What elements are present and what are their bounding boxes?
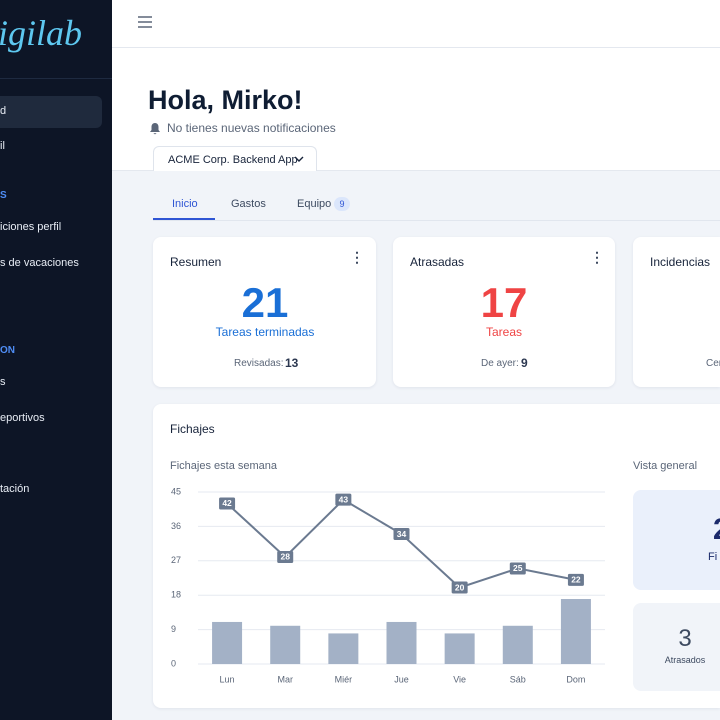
y-tick-label: 45: [171, 486, 181, 496]
card-caption: Tareas terminadas: [215, 325, 315, 339]
point-label-box: [277, 550, 294, 563]
card-value: 21: [241, 279, 289, 326]
card-title: Resumen: [170, 255, 222, 269]
overview-value: 2: [713, 513, 720, 547]
card-footer-value: 13: [285, 356, 299, 370]
bar: [270, 625, 301, 664]
card-caption: Tareas: [485, 325, 523, 339]
notifications: No tienes nuevas notificaciones: [167, 121, 336, 135]
tab-indicator: [153, 218, 215, 220]
point-label-box: [335, 493, 352, 506]
x-tick-label: Miér: [335, 674, 353, 684]
chart: 0 9 18 27 36 45 Lun Mar Miér Jue Vie Sáb Dom 42 28 43 34…: [171, 486, 605, 684]
panel-title: Fichajes: [170, 422, 215, 436]
bar: [560, 599, 591, 664]
point-label: 20: [455, 582, 465, 592]
menu-button[interactable]: [137, 15, 153, 29]
nav-item[interactable]: iciones perfil: [0, 221, 62, 233]
x-tick-label: Sáb: [510, 674, 526, 684]
x-tick-label: Jue: [394, 674, 409, 684]
y-tick-label: 0: [171, 658, 176, 668]
nav-item[interactable]: eportivos: [0, 412, 45, 424]
point-label-box: [509, 562, 526, 575]
bar: [386, 621, 417, 664]
nav-item[interactable]: d: [0, 105, 7, 117]
point-label: 28: [280, 552, 290, 562]
nav-active[interactable]: [0, 96, 102, 128]
divider: [0, 78, 112, 79]
card-title: Incidencias: [650, 255, 711, 269]
card-title: Atrasadas: [410, 255, 465, 269]
card-menu[interactable]: ⋮: [590, 249, 604, 265]
overview-card: [633, 603, 720, 691]
chart-title: Fichajes esta semana: [170, 460, 277, 472]
nav-section: ON: [0, 345, 15, 356]
card-footer-label: De ayer:: [481, 358, 519, 369]
chevron: [294, 156, 304, 162]
overview-label: Atrasados: [664, 655, 706, 665]
nav-section: S: [0, 190, 7, 201]
tabs-border: [153, 220, 720, 221]
point-label-box: [393, 528, 410, 541]
tab[interactable]: Equipo: [297, 198, 332, 210]
point-label: 25: [513, 563, 523, 573]
card-footer-label: Revisadas:: [234, 358, 284, 369]
header-area: [112, 0, 720, 171]
x-tick-label: Dom: [566, 674, 585, 684]
x-tick-label: Mar: [277, 674, 293, 684]
greeting: Hola, Mirko!: [148, 85, 303, 115]
logo: igilab: [0, 13, 83, 53]
fichajes-panel: [153, 404, 720, 708]
card-value: 17: [480, 279, 528, 326]
y-tick-label: 27: [171, 555, 181, 565]
tab-badge: 9: [334, 197, 350, 211]
project-select[interactable]: [153, 146, 317, 171]
nav-item[interactable]: il: [0, 140, 5, 152]
x-tick-label: Lun: [220, 674, 235, 684]
card: [633, 237, 720, 387]
card-menu[interactable]: ⋮: [350, 249, 364, 265]
card-footer-label: Cer: [706, 358, 720, 369]
chevron-path: [294, 156, 304, 162]
bar: [444, 633, 475, 664]
overview-card: [633, 490, 720, 590]
bar: [502, 625, 533, 664]
nav-item[interactable]: s: [0, 376, 6, 388]
card: [393, 237, 615, 387]
bell: [150, 123, 160, 135]
point-label: 34: [397, 529, 407, 539]
bar: [212, 621, 243, 664]
tab[interactable]: Inicio: [172, 198, 198, 210]
point-label: 43: [339, 494, 349, 504]
menu-icon: [138, 16, 152, 28]
bar: [328, 633, 359, 664]
y-tick-label: 18: [171, 590, 181, 600]
x-tick-label: Vie: [453, 674, 466, 684]
point-label: 42: [222, 498, 232, 508]
card: [153, 237, 376, 387]
nav-item[interactable]: tación: [0, 483, 30, 495]
card-footer-value: 9: [521, 356, 528, 370]
point-label-box: [451, 581, 468, 594]
tab[interactable]: Gastos: [231, 198, 266, 210]
y-tick-label: 36: [171, 521, 181, 531]
project-name: ACME Corp. Backend App: [168, 154, 298, 166]
topbar-border: [112, 47, 720, 48]
overview-value: 3: [678, 625, 692, 652]
nav-item[interactable]: s de vacaciones: [0, 257, 79, 269]
point-label-box: [567, 573, 584, 586]
overview-title: Vista general: [633, 460, 698, 472]
point-label-box: [219, 497, 236, 510]
point-label: 22: [571, 575, 581, 585]
overview-label: Fi: [708, 551, 718, 563]
y-tick-label: 9: [171, 624, 176, 634]
bell-icon: [150, 123, 160, 135]
